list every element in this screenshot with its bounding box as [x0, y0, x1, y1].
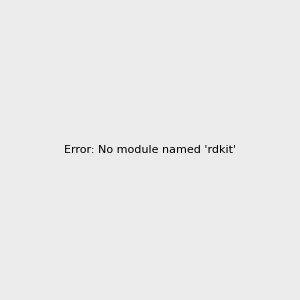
Text: Error: No module named 'rdkit': Error: No module named 'rdkit' — [64, 145, 236, 155]
